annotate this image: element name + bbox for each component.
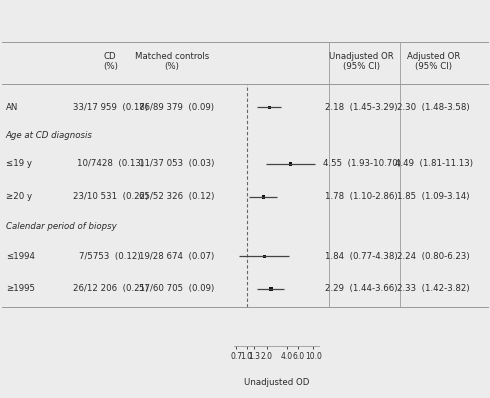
Text: CD
(%): CD (%): [103, 52, 118, 71]
Text: 2.29  (1.44-3.66): 2.29 (1.44-3.66): [325, 285, 398, 293]
Text: 76/89 379  (0.09): 76/89 379 (0.09): [139, 103, 214, 112]
Text: Age at CD diagnosis: Age at CD diagnosis: [6, 131, 93, 140]
Text: 2.30  (1.48-3.58): 2.30 (1.48-3.58): [397, 103, 470, 112]
Text: AN: AN: [6, 103, 18, 112]
Text: 26/12 206  (0.21): 26/12 206 (0.21): [73, 285, 148, 293]
Text: Unadjusted OR
(95% CI): Unadjusted OR (95% CI): [329, 52, 394, 71]
Text: 11/37 053  (0.03): 11/37 053 (0.03): [139, 160, 214, 168]
Text: Adjusted OR
(95% CI): Adjusted OR (95% CI): [407, 52, 460, 71]
Text: Calendar period of biopsy: Calendar period of biopsy: [6, 222, 117, 230]
Text: 4.49  (1.81-11.13): 4.49 (1.81-11.13): [394, 160, 473, 168]
Text: ≤19 y: ≤19 y: [6, 160, 32, 168]
Text: 1.78  (1.10-2.86): 1.78 (1.10-2.86): [325, 192, 398, 201]
Text: ≥1995: ≥1995: [6, 285, 35, 293]
Text: 2.24  (0.80-6.23): 2.24 (0.80-6.23): [397, 252, 470, 261]
Text: ≥20 y: ≥20 y: [6, 192, 32, 201]
Text: 10/7428  (0.13): 10/7428 (0.13): [77, 160, 144, 168]
Text: 2.33  (1.42-3.82): 2.33 (1.42-3.82): [397, 285, 470, 293]
Text: ≤1994: ≤1994: [6, 252, 35, 261]
Text: 1.84  (0.77-4.38): 1.84 (0.77-4.38): [325, 252, 398, 261]
Text: 19/28 674  (0.07): 19/28 674 (0.07): [139, 252, 214, 261]
Text: 57/60 705  (0.09): 57/60 705 (0.09): [139, 285, 214, 293]
Text: 65/52 326  (0.12): 65/52 326 (0.12): [139, 192, 214, 201]
Text: 23/10 531  (0.22): 23/10 531 (0.22): [73, 192, 148, 201]
Text: Unadjusted OD: Unadjusted OD: [244, 378, 309, 387]
Text: 2.18  (1.45-3.29): 2.18 (1.45-3.29): [325, 103, 398, 112]
Text: 33/17 959  (0.18): 33/17 959 (0.18): [73, 103, 148, 112]
Text: 7/5753  (0.12): 7/5753 (0.12): [79, 252, 141, 261]
Text: Matched controls
(%): Matched controls (%): [135, 52, 209, 71]
Text: 1.85  (1.09-3.14): 1.85 (1.09-3.14): [397, 192, 470, 201]
Text: 4.55  (1.93-10.70): 4.55 (1.93-10.70): [322, 160, 401, 168]
